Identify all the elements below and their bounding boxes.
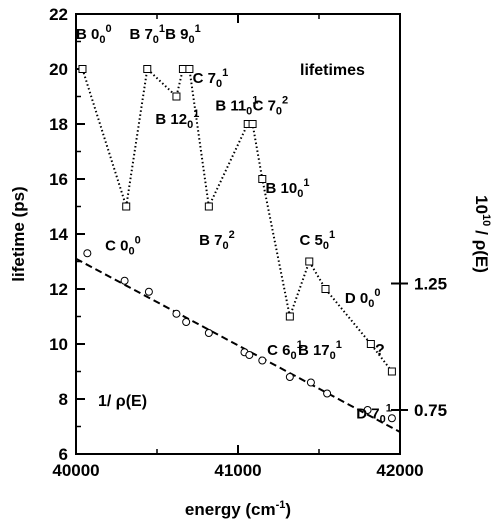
legend-density: 1/ ρ(E) — [98, 393, 147, 410]
y-tick-label: 6 — [59, 445, 68, 464]
lifetime-point — [143, 65, 152, 73]
density-point — [285, 373, 294, 381]
y2-tick-label: 0.75 — [414, 401, 447, 420]
legend-lifetimes: lifetimes — [300, 62, 365, 79]
lifetime-point — [285, 312, 294, 321]
density-point — [258, 356, 267, 365]
density-point — [245, 351, 254, 359]
lifetime-point — [204, 202, 213, 211]
lifetime-point — [321, 285, 330, 293]
density-point — [83, 249, 92, 258]
lifetime-point — [78, 65, 87, 73]
lifetime-point — [122, 202, 131, 211]
y-tick-label: 18 — [49, 115, 68, 134]
y-tick-label: 22 — [49, 5, 68, 24]
lifetime-point — [185, 65, 194, 73]
band-label: C 702 — [253, 94, 289, 117]
density-point — [144, 287, 153, 296]
y-tick-label: 8 — [59, 390, 68, 409]
band-label: D 000 — [345, 287, 381, 310]
band-label: B 1701 — [298, 339, 342, 362]
band-label: B 1101 — [215, 94, 258, 117]
plot-frame — [75, 13, 401, 455]
band-label: B 000 — [76, 23, 112, 46]
y-tick-label: 20 — [49, 60, 68, 79]
band-label: C 701 — [193, 67, 229, 90]
axis-ticks: 40000 41000 42000 6 8 10 12 14 16 18 20 22 1.25 0.75 — [49, 5, 447, 480]
density-point — [387, 414, 396, 423]
band-label: B 1001 — [266, 177, 310, 200]
band-label: C 000 — [105, 235, 141, 258]
band-label: B 1201 — [155, 108, 199, 131]
lifetime-point — [248, 120, 257, 128]
question-mark: ? — [375, 342, 385, 359]
y-tick-label: 14 — [49, 225, 68, 244]
y-axis-title: lifetime (ps) — [9, 186, 28, 281]
y2-axis-title: 1010/ ρ(E) — [472, 195, 492, 273]
fit-line — [75, 257, 401, 433]
lifetime-point — [366, 340, 375, 348]
x-tick-label: 42000 — [376, 461, 423, 480]
band-label: B 702 — [199, 229, 235, 252]
y2-sup-zero: 10 — [480, 214, 492, 226]
density-point — [182, 318, 191, 326]
y2-tick-label: 1.25 — [414, 275, 447, 294]
density-point — [306, 378, 315, 387]
lifetime-point — [305, 257, 314, 266]
y-tick-label: 10 — [49, 335, 68, 354]
band-label: D 701 — [356, 402, 392, 425]
x-tick-label: 41000 — [214, 461, 261, 480]
x-axis-title: energy (cm-1) — [185, 499, 291, 519]
density-point — [323, 389, 332, 398]
density-point — [204, 329, 213, 337]
y-tick-label: 16 — [49, 170, 68, 189]
y-tick-label: 12 — [49, 280, 68, 299]
band-label: B 701 — [129, 23, 165, 46]
series-layer — [75, 65, 401, 433]
lifetime-point — [387, 367, 396, 376]
lifetime-point — [178, 65, 187, 73]
lifetime-point — [172, 92, 181, 101]
x-tick-label: 40000 — [52, 461, 99, 480]
band-label: C 501 — [300, 229, 336, 252]
density-point — [172, 309, 181, 318]
band-label: B 901 — [165, 23, 201, 46]
density-point — [120, 276, 129, 285]
band-label: C 601 — [267, 339, 303, 362]
lifetimes-line — [81, 66, 393, 373]
density-point — [363, 406, 372, 414]
lifetime-point — [258, 175, 267, 183]
